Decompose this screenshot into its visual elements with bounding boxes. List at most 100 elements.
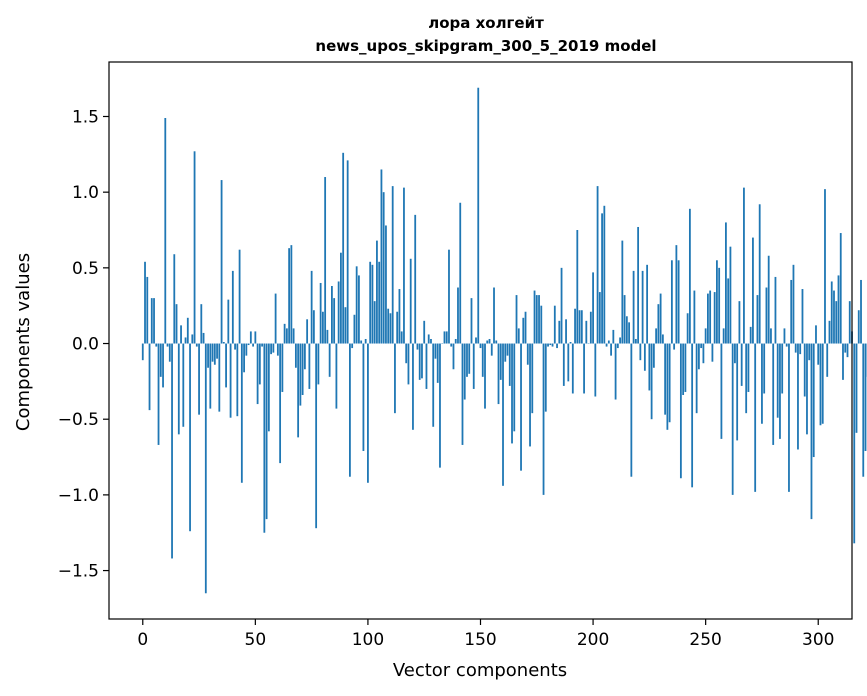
bar bbox=[499, 343, 502, 380]
x-tick-label: 150 bbox=[464, 630, 496, 650]
y-tick-label: −1.5 bbox=[58, 562, 99, 582]
bar bbox=[531, 343, 534, 414]
bar bbox=[855, 343, 858, 433]
bar bbox=[367, 343, 369, 483]
bar bbox=[216, 343, 218, 359]
bar bbox=[709, 290, 712, 344]
bar bbox=[571, 343, 574, 394]
bar bbox=[819, 343, 822, 426]
x-tick-label: 50 bbox=[245, 630, 267, 650]
bar bbox=[824, 189, 826, 344]
bar bbox=[691, 343, 694, 488]
bar bbox=[785, 343, 788, 347]
bar bbox=[231, 270, 234, 344]
bar bbox=[371, 264, 374, 344]
bar bbox=[598, 292, 601, 344]
bar bbox=[835, 301, 838, 344]
bar bbox=[522, 317, 525, 344]
bar bbox=[553, 305, 556, 344]
bar bbox=[828, 320, 831, 344]
bar bbox=[495, 340, 498, 344]
bar bbox=[290, 245, 293, 344]
bar bbox=[601, 213, 603, 344]
bar bbox=[700, 343, 703, 349]
bar bbox=[342, 152, 345, 344]
bar bbox=[801, 289, 804, 344]
bar bbox=[432, 343, 435, 427]
bar bbox=[265, 343, 268, 520]
bar bbox=[668, 343, 671, 423]
bar bbox=[774, 276, 777, 344]
bar bbox=[301, 343, 304, 395]
bar bbox=[533, 290, 536, 344]
bar bbox=[148, 343, 151, 411]
bar bbox=[765, 287, 768, 344]
bar bbox=[337, 281, 340, 344]
bar bbox=[756, 295, 759, 344]
bar bbox=[177, 343, 180, 435]
bar bbox=[321, 311, 324, 344]
bar bbox=[569, 342, 572, 344]
bar bbox=[538, 295, 540, 344]
bar bbox=[821, 343, 824, 424]
bar bbox=[844, 343, 847, 353]
bar bbox=[743, 187, 745, 344]
bar bbox=[326, 329, 329, 344]
bar bbox=[815, 325, 817, 344]
bar bbox=[412, 343, 414, 430]
bar bbox=[400, 331, 403, 344]
bar bbox=[423, 320, 426, 344]
bar bbox=[310, 270, 313, 344]
bar bbox=[648, 343, 651, 391]
bar bbox=[767, 255, 770, 344]
bar bbox=[317, 343, 320, 385]
bar bbox=[650, 343, 653, 420]
bar bbox=[159, 343, 162, 377]
bar bbox=[695, 343, 698, 414]
bar bbox=[421, 343, 423, 379]
x-tick-label: 0 bbox=[137, 630, 148, 650]
bar bbox=[578, 310, 581, 344]
bar bbox=[407, 343, 410, 385]
bar bbox=[490, 343, 493, 356]
bar bbox=[349, 343, 351, 477]
bar bbox=[283, 323, 286, 344]
bar bbox=[716, 260, 718, 344]
bar bbox=[517, 328, 520, 344]
y-axis-label: Components values bbox=[13, 253, 34, 431]
bar bbox=[776, 343, 779, 418]
bar bbox=[276, 343, 279, 356]
bar bbox=[240, 343, 243, 483]
bar bbox=[220, 180, 223, 344]
y-tick-label: 0.0 bbox=[72, 335, 99, 355]
bar bbox=[186, 317, 189, 344]
bar bbox=[720, 343, 723, 439]
bar bbox=[200, 304, 203, 344]
x-tick-label: 200 bbox=[577, 630, 609, 650]
bar bbox=[270, 343, 273, 355]
y-tick-label: 0.5 bbox=[72, 259, 99, 279]
bar bbox=[812, 343, 815, 458]
bar bbox=[398, 289, 401, 344]
bar bbox=[860, 279, 862, 344]
bar bbox=[607, 340, 610, 344]
bar bbox=[385, 225, 387, 344]
bar bbox=[736, 343, 739, 441]
bar bbox=[619, 337, 621, 344]
bar bbox=[589, 311, 592, 344]
bar bbox=[770, 328, 772, 344]
bar bbox=[297, 343, 300, 438]
bar bbox=[763, 343, 766, 394]
bar bbox=[634, 338, 637, 344]
bar bbox=[351, 343, 354, 349]
bar bbox=[670, 260, 673, 344]
plot-frame bbox=[108, 61, 853, 620]
bar bbox=[641, 270, 644, 344]
bar bbox=[162, 343, 164, 388]
bar bbox=[195, 343, 198, 347]
bar bbox=[439, 343, 441, 468]
bar bbox=[479, 343, 482, 349]
bar bbox=[470, 298, 473, 344]
bar-series bbox=[141, 87, 867, 594]
